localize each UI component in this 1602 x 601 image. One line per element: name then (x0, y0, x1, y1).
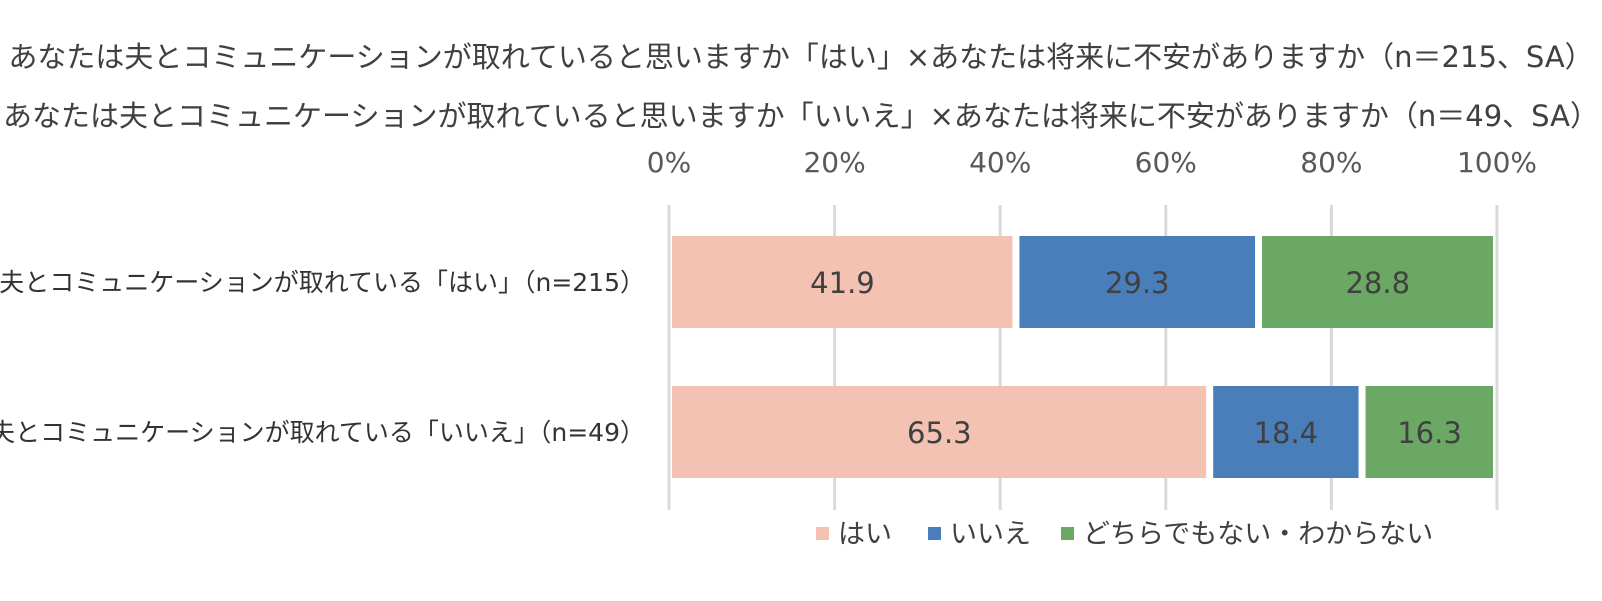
data-label: 41.9 (810, 266, 875, 300)
chart-title-line-2: あなたは夫とコミュニケーションが取れていると思いますか「いいえ」×あなたは将来に… (3, 99, 1599, 133)
data-label: 29.3 (1105, 266, 1170, 300)
x-tick-label: 100% (1457, 146, 1537, 179)
bar-segment (1262, 236, 1493, 328)
bar-segment (1213, 386, 1359, 478)
data-label: 18.4 (1254, 416, 1319, 450)
bar-segment (672, 386, 1207, 478)
legend-label: どちらでもない・わからない (1083, 519, 1433, 550)
legend-label: はい (838, 519, 892, 550)
category-label: 夫とコミュニケーションが取れている「はい」（n=215） (0, 268, 645, 297)
bar-segment (1365, 386, 1493, 478)
data-label: 28.8 (1345, 266, 1410, 300)
x-tick-label: 80% (1300, 146, 1362, 179)
data-label: 16.3 (1397, 416, 1462, 450)
chart-title-line-1: あなたは夫とコミュニケーションが取れていると思いますか「はい」×あなたは将来に不… (8, 40, 1594, 74)
x-tick-label: 40% (969, 146, 1031, 179)
x-tick-label: 60% (1135, 146, 1197, 179)
data-label: 65.3 (907, 416, 972, 450)
legend-swatch (928, 527, 941, 540)
bar-segment (1019, 236, 1256, 328)
legend-label: いいえ (950, 519, 1031, 550)
legend-swatch (1061, 527, 1074, 540)
legend-swatch (816, 527, 829, 540)
bar-segment (672, 236, 1013, 328)
category-label: 夫とコミュニケーションが取れている「いいえ」（n=49） (0, 418, 645, 447)
x-tick-label: 0% (647, 146, 691, 179)
x-tick-label: 20% (803, 146, 865, 179)
